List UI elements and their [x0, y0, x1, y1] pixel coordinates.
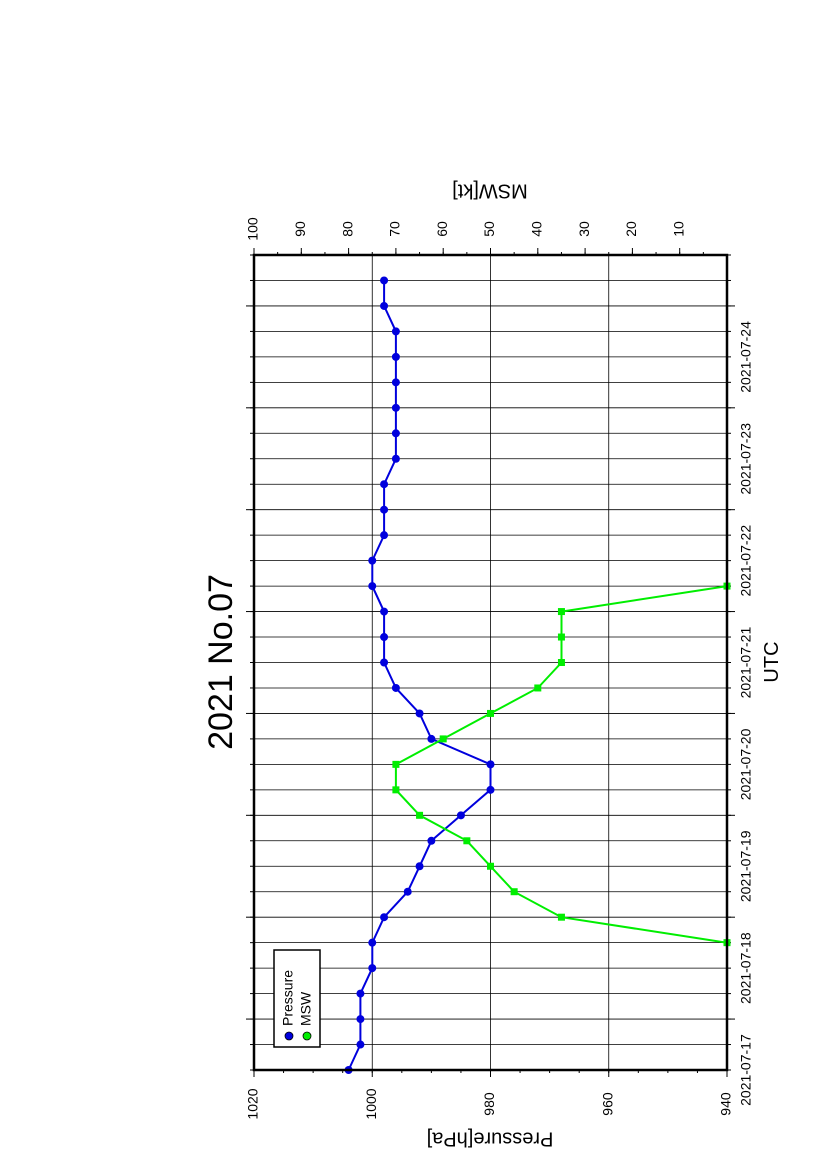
data-point-pressure	[380, 276, 389, 285]
x-tick-label: 2021-07-19	[738, 830, 754, 902]
data-point-pressure	[486, 760, 495, 769]
msw-tick-label: 70	[387, 221, 403, 237]
data-point-pressure	[356, 1015, 365, 1024]
y-axis-label-left: Pressure[hPa]	[427, 1128, 554, 1150]
data-point-msw	[510, 888, 518, 896]
data-point-msw	[534, 684, 542, 692]
data-point-pressure	[391, 683, 400, 692]
msw-tick-label: 60	[434, 221, 450, 237]
pressure-tick-label: 980	[481, 1092, 497, 1116]
data-point-pressure	[391, 327, 400, 336]
chart-title: 2021 No.07	[202, 574, 240, 750]
series-line-pressure	[347, 280, 492, 1071]
data-point-msw	[557, 608, 565, 616]
data-point-pressure	[380, 658, 389, 667]
data-point-pressure	[356, 989, 365, 998]
legend-box	[273, 949, 321, 1048]
data-point-pressure	[427, 734, 436, 743]
data-point-msw	[557, 659, 565, 666]
data-point-pressure	[380, 505, 389, 514]
data-point-msw	[392, 786, 400, 794]
msw-tick-label: 100	[245, 217, 261, 241]
plot-frame	[252, 253, 729, 1072]
data-point-pressure	[380, 301, 389, 310]
data-point-msw	[392, 760, 400, 768]
data-point-msw	[439, 735, 447, 743]
legend-label-msw: MSW	[298, 991, 314, 1026]
x-tick-label: 2021-07-21	[738, 627, 754, 699]
data-point-pressure	[391, 378, 400, 387]
msw-tick-label: 10	[670, 221, 686, 237]
pressure-tick-label: 1020	[245, 1088, 261, 1119]
data-point-msw	[463, 837, 471, 845]
msw-tick-label: 40	[529, 221, 545, 237]
data-point-pressure	[391, 352, 400, 361]
data-point-pressure	[368, 556, 377, 565]
legend-label-pressure: Pressure	[280, 970, 296, 1026]
data-point-msw	[557, 913, 565, 921]
data-point-pressure	[356, 1040, 365, 1049]
data-point-pressure	[380, 531, 389, 540]
pressure-tick-label: 1000	[363, 1088, 379, 1119]
x-tick-label: 2021-07-17	[738, 1034, 754, 1106]
data-point-pressure	[427, 836, 436, 845]
x-tick-label: 2021-07-20	[738, 728, 754, 800]
msw-tick-label: 80	[339, 221, 355, 237]
msw-tick-label: 30	[576, 221, 592, 237]
data-point-pressure	[368, 938, 377, 947]
data-point-pressure	[380, 633, 389, 642]
data-point-pressure	[368, 964, 377, 973]
pressure-tick-label: 940	[718, 1092, 734, 1116]
x-tick-label: 2021-07-23	[738, 423, 754, 495]
data-point-msw	[416, 811, 424, 819]
legend-marker-msw	[302, 1031, 312, 1041]
data-point-pressure	[380, 913, 389, 922]
data-point-msw	[557, 633, 565, 641]
data-point-msw	[487, 709, 494, 717]
x-tick-label: 2021-07-18	[738, 932, 754, 1004]
x-tick-label: 2021-07-24	[738, 321, 754, 393]
msw-tick-label: 50	[481, 221, 497, 237]
data-point-pressure	[486, 785, 495, 794]
data-point-pressure	[403, 887, 412, 896]
data-point-pressure	[415, 709, 424, 718]
data-point-pressure	[380, 607, 389, 616]
pressure-tick-label: 960	[599, 1092, 615, 1116]
data-point-pressure	[415, 862, 424, 871]
x-tick-label: 2021-07-22	[738, 525, 754, 597]
legend: Pressure MSW	[273, 949, 321, 1048]
data-point-pressure	[391, 454, 400, 463]
data-point-pressure	[368, 582, 377, 591]
data-point-pressure	[391, 429, 400, 438]
y-axis-label-right: MSW[kt]	[452, 180, 528, 202]
data-point-msw	[487, 862, 494, 870]
msw-tick-label: 20	[623, 221, 639, 237]
legend-marker-pressure	[284, 1031, 294, 1041]
data-point-pressure	[391, 403, 400, 412]
data-point-pressure	[456, 811, 465, 820]
msw-tick-label: 90	[292, 221, 308, 237]
data-point-pressure	[380, 480, 389, 489]
x-axis-label: UTC	[761, 641, 783, 682]
